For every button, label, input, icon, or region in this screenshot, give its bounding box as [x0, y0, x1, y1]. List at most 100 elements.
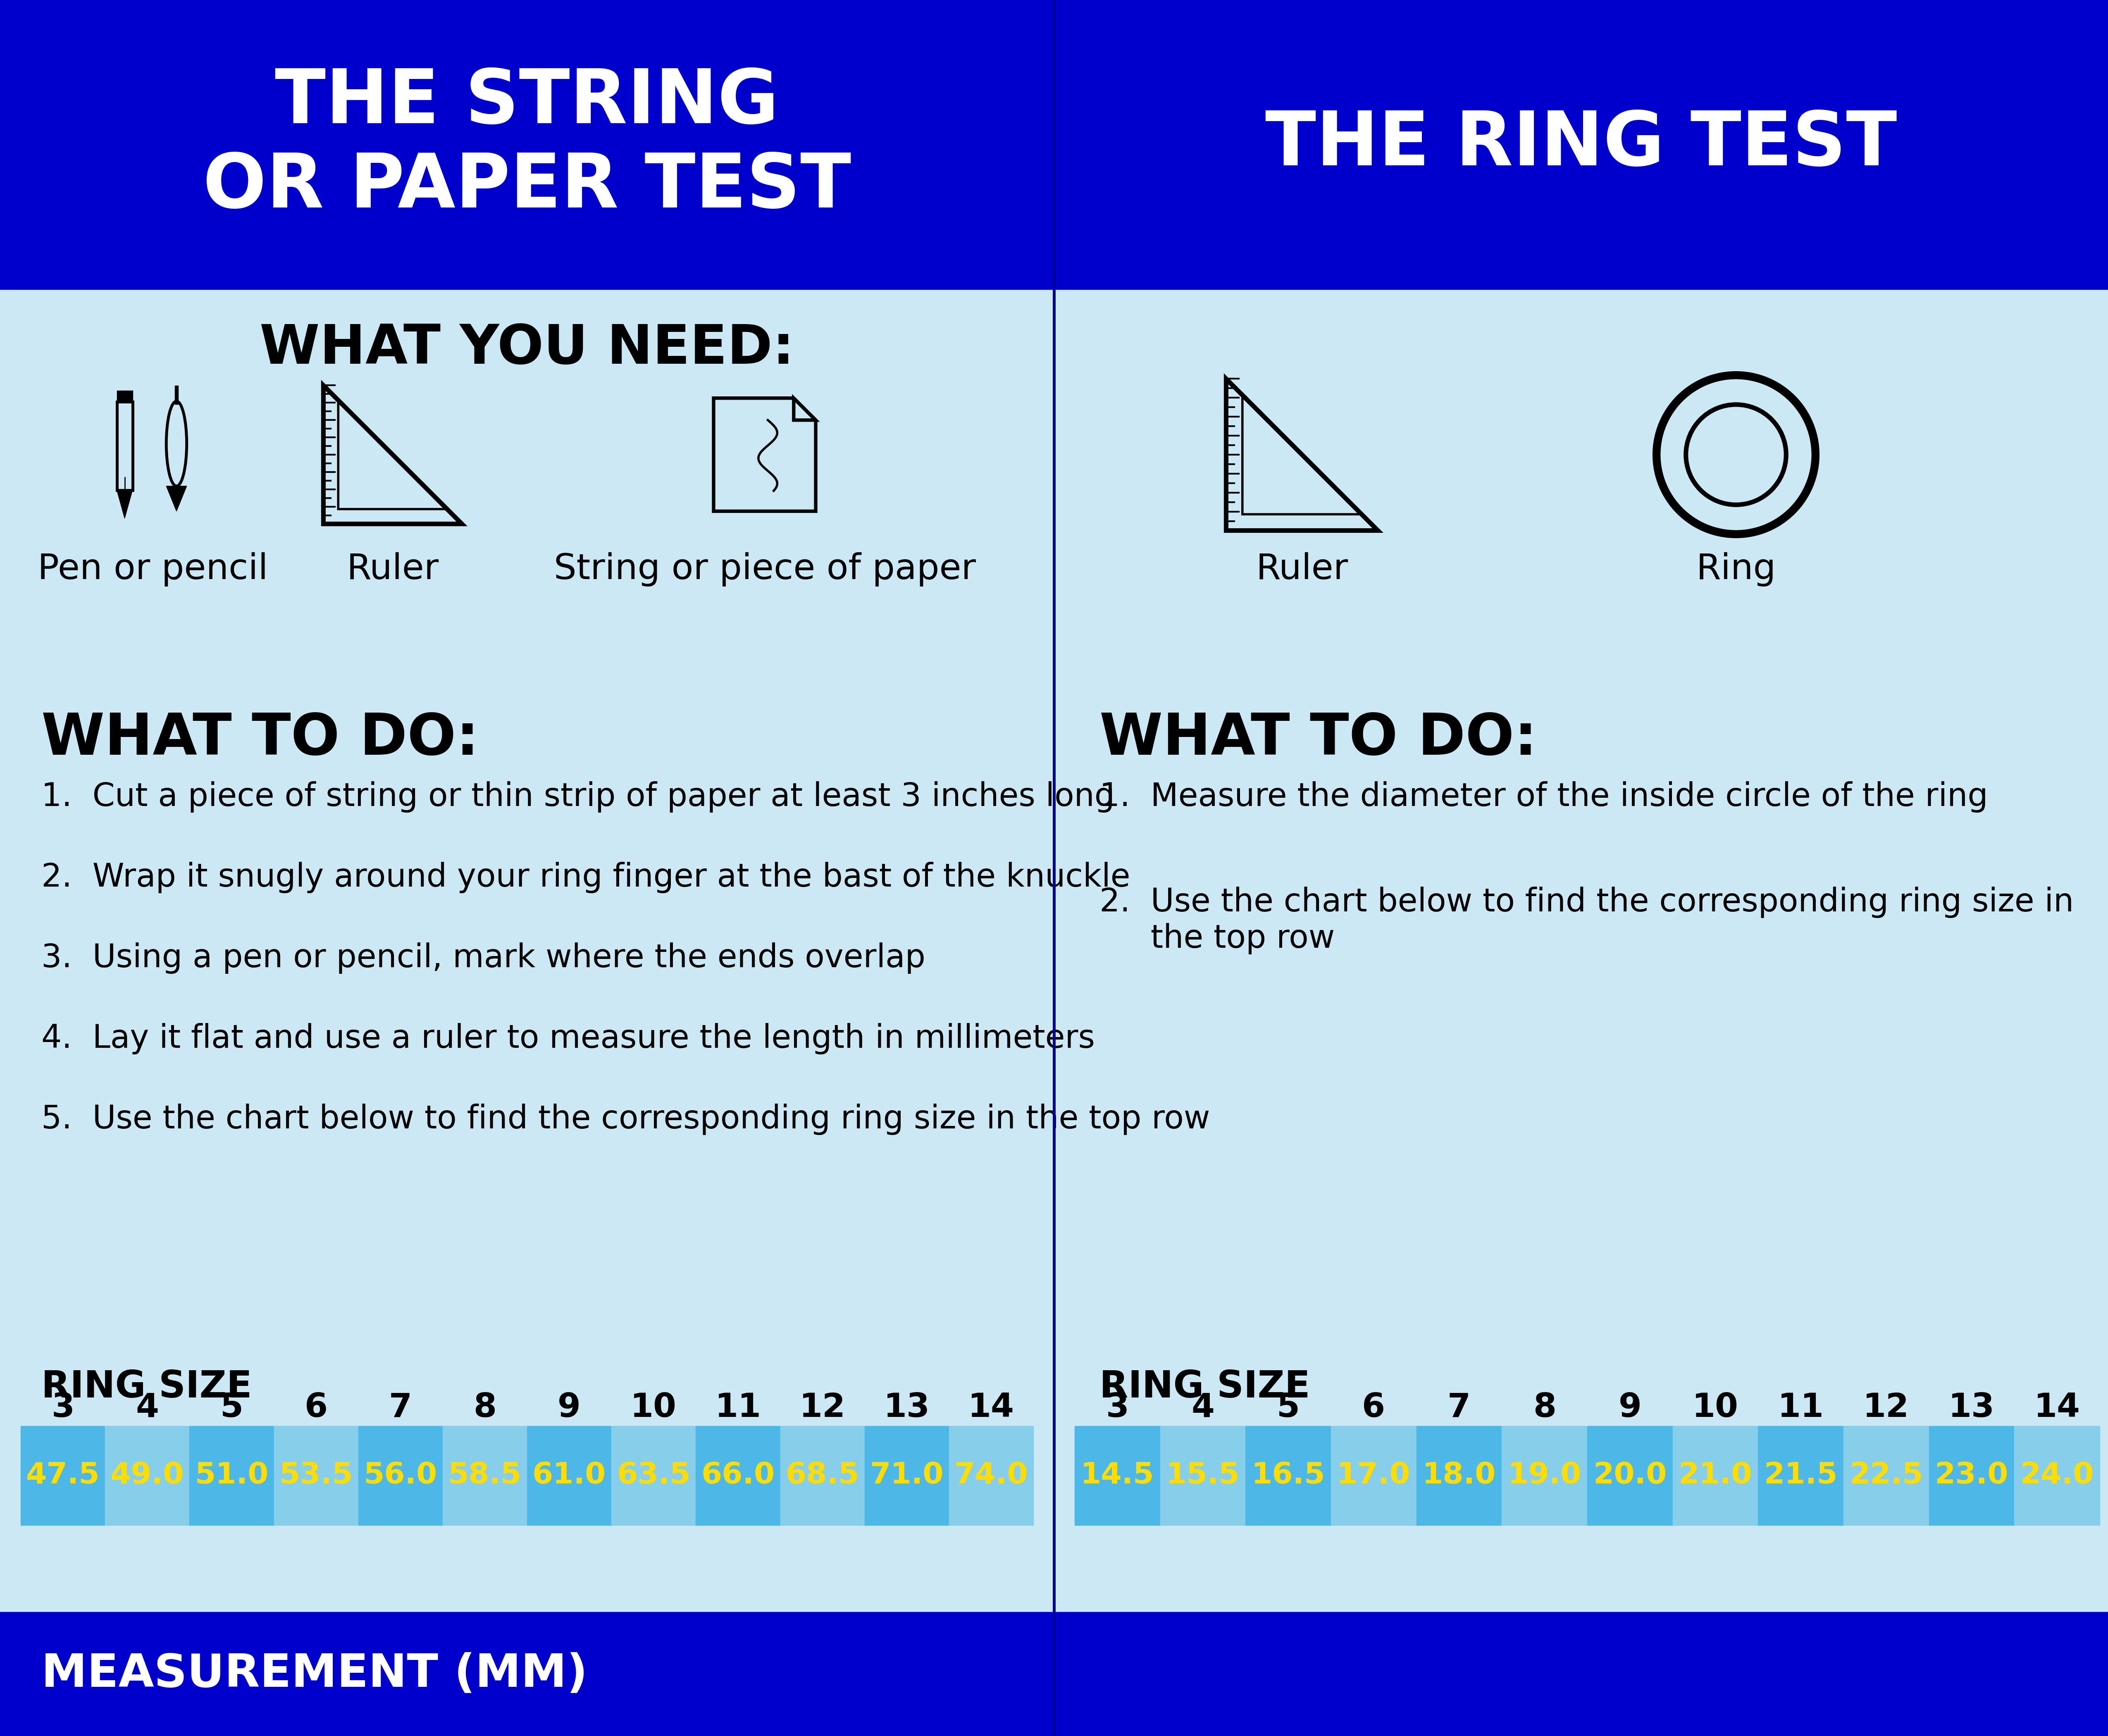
Bar	[780, 1425, 864, 1526]
Text: 14: 14	[968, 1392, 1014, 1424]
Text: 5.  Use the chart below to find the corresponding ring size in the top row: 5. Use the chart below to find the corre…	[42, 1104, 1210, 1135]
Text: RING SIZE: RING SIZE	[1100, 1370, 1309, 1406]
Text: Ruler: Ruler	[346, 552, 438, 587]
Text: 2.  Use the chart below to find the corresponding ring size in
     the top row: 2. Use the chart below to find the corre…	[1100, 887, 2074, 955]
Text: 1.  Measure the diameter of the inside circle of the ring: 1. Measure the diameter of the inside ci…	[1100, 781, 1988, 812]
Text: 7: 7	[388, 1392, 411, 1424]
Bar	[116, 401, 133, 490]
Text: THE RING TEST: THE RING TEST	[1265, 108, 1897, 181]
Text: 3.  Using a pen or pencil, mark where the ends overlap: 3. Using a pen or pencil, mark where the…	[42, 943, 925, 974]
Text: 21.5: 21.5	[1764, 1462, 1838, 1489]
Bar	[696, 1425, 780, 1526]
Text: 12: 12	[1863, 1392, 1910, 1424]
Text: 51.0: 51.0	[194, 1462, 268, 1489]
Text: 58.5: 58.5	[449, 1462, 521, 1489]
Text: 14.5: 14.5	[1081, 1462, 1155, 1489]
Bar	[1758, 1425, 1844, 1526]
Bar	[443, 1425, 527, 1526]
Text: 63.5: 63.5	[618, 1462, 691, 1489]
Text: 6: 6	[1362, 1392, 1385, 1424]
Bar	[1501, 1425, 1587, 1526]
Text: MEASUREMENT (MM): MEASUREMENT (MM)	[42, 1653, 588, 1696]
Text: 11: 11	[715, 1392, 761, 1424]
Text: 24.0: 24.0	[2019, 1462, 2093, 1489]
Bar	[1417, 1425, 1501, 1526]
Text: 13: 13	[883, 1392, 930, 1424]
Text: 49.0: 49.0	[110, 1462, 183, 1489]
Text: 68.5: 68.5	[786, 1462, 860, 1489]
Bar	[864, 1425, 949, 1526]
Bar	[1159, 1425, 1246, 1526]
Text: 23.0: 23.0	[1935, 1462, 2009, 1489]
Text: 10: 10	[630, 1392, 677, 1424]
Text: 8: 8	[1533, 1392, 1556, 1424]
Text: 61.0: 61.0	[533, 1462, 607, 1489]
Text: 9: 9	[559, 1392, 580, 1424]
Text: 6: 6	[304, 1392, 327, 1424]
Bar	[21, 1356, 1033, 1425]
Text: 14: 14	[2034, 1392, 2081, 1424]
Bar	[611, 1425, 696, 1526]
Text: 4: 4	[135, 1392, 158, 1424]
Text: WHAT TO DO:: WHAT TO DO:	[1100, 712, 1537, 767]
Bar	[175, 385, 177, 404]
Text: 8: 8	[472, 1392, 495, 1424]
Bar	[1075, 1356, 2100, 1425]
Text: Ruler: Ruler	[1256, 552, 1349, 587]
Text: 22.5: 22.5	[1849, 1462, 1922, 1489]
Bar	[527, 1425, 611, 1526]
Text: 74.0: 74.0	[955, 1462, 1029, 1489]
Text: 16.5: 16.5	[1252, 1462, 1326, 1489]
Bar	[116, 391, 133, 401]
Text: 21.0: 21.0	[1678, 1462, 1752, 1489]
Text: 47.5: 47.5	[25, 1462, 99, 1489]
Text: 13: 13	[1948, 1392, 1994, 1424]
Text: 10: 10	[1693, 1392, 1739, 1424]
Text: 12: 12	[799, 1392, 845, 1424]
Bar	[1246, 1425, 1330, 1526]
Text: 71.0: 71.0	[871, 1462, 944, 1489]
Bar	[105, 1425, 190, 1526]
Text: 4.  Lay it flat and use a ruler to measure the length in millimeters: 4. Lay it flat and use a ruler to measur…	[42, 1023, 1094, 1054]
Text: Ring: Ring	[1697, 552, 1775, 587]
Text: 53.5: 53.5	[278, 1462, 352, 1489]
Bar	[949, 1425, 1033, 1526]
Text: 66.0: 66.0	[702, 1462, 776, 1489]
Bar	[1672, 1425, 1758, 1526]
Bar	[358, 1425, 443, 1526]
Text: 2.  Wrap it snugly around your ring finger at the bast of the knuckle: 2. Wrap it snugly around your ring finge…	[42, 861, 1130, 894]
Bar	[1929, 1425, 2015, 1526]
Text: String or piece of paper: String or piece of paper	[554, 552, 976, 587]
Text: 1.  Cut a piece of string or thin strip of paper at least 3 inches long: 1. Cut a piece of string or thin strip o…	[42, 781, 1115, 812]
Bar	[21, 1425, 105, 1526]
Text: 56.0: 56.0	[363, 1462, 436, 1489]
Text: 15.5: 15.5	[1166, 1462, 1240, 1489]
Text: 11: 11	[1777, 1392, 1823, 1424]
Text: WHAT TO DO:: WHAT TO DO:	[42, 712, 479, 767]
Bar	[0, 0, 2108, 290]
Text: Pen or pencil: Pen or pencil	[38, 552, 268, 587]
Text: 9: 9	[1619, 1392, 1642, 1424]
Bar	[1587, 1425, 1672, 1526]
Text: 19.0: 19.0	[1507, 1462, 1581, 1489]
Text: 5: 5	[219, 1392, 242, 1424]
Bar	[1075, 1425, 1159, 1526]
Text: 18.0: 18.0	[1423, 1462, 1497, 1489]
Text: 4: 4	[1191, 1392, 1214, 1424]
Text: WHAT YOU NEED:: WHAT YOU NEED:	[259, 323, 795, 375]
Text: RING SIZE: RING SIZE	[42, 1370, 253, 1406]
Bar	[0, 1613, 2108, 1736]
Polygon shape	[116, 490, 133, 519]
Polygon shape	[167, 486, 188, 510]
Text: THE STRING
OR PAPER TEST: THE STRING OR PAPER TEST	[202, 66, 852, 224]
Text: 7: 7	[1448, 1392, 1471, 1424]
Bar	[274, 1425, 358, 1526]
Text: 17.0: 17.0	[1336, 1462, 1410, 1489]
Text: 3: 3	[51, 1392, 74, 1424]
Bar	[1330, 1425, 1417, 1526]
Bar	[1844, 1425, 1929, 1526]
Text: 5: 5	[1277, 1392, 1301, 1424]
Bar	[190, 1425, 274, 1526]
Bar	[2015, 1425, 2100, 1526]
Text: 20.0: 20.0	[1594, 1462, 1667, 1489]
